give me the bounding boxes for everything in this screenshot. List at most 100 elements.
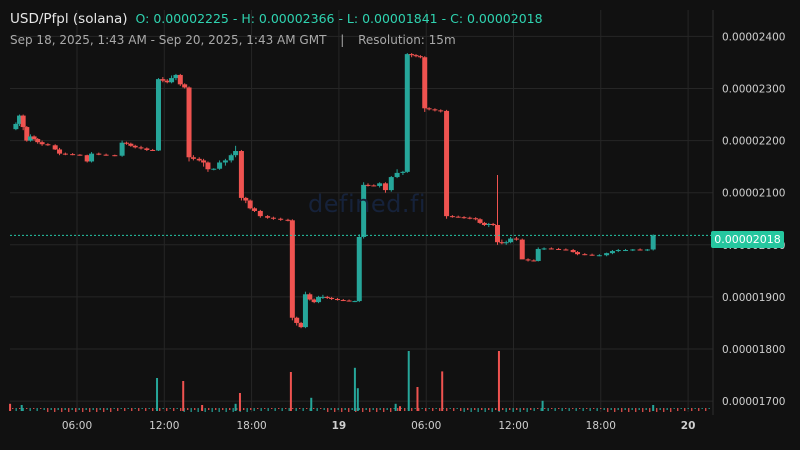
volume-bar [614, 408, 616, 412]
volume-bar [705, 408, 707, 411]
volume-bar [156, 378, 159, 411]
volume-bar [372, 408, 374, 410]
volume-bar [54, 408, 56, 412]
volume-bar [145, 408, 147, 411]
candle-body [252, 208, 258, 211]
candle-body [525, 259, 531, 261]
volume-bar [652, 405, 655, 411]
candle-body [582, 254, 588, 256]
chart-subtitle: Sep 18, 2025, 1:43 AM - Sep 20, 2025, 1:… [10, 33, 456, 47]
volume-bar [309, 408, 311, 411]
volume-bar [281, 408, 283, 411]
volume-bar [33, 408, 35, 409]
volume-bar [505, 408, 507, 412]
volume-bar [323, 408, 325, 410]
candle-body [307, 294, 313, 300]
volume-bar [411, 408, 413, 411]
volume-bar [541, 400, 544, 411]
volume-bar [390, 408, 392, 412]
y-tick-label: 0.00002100 [722, 188, 785, 200]
volume-bar [561, 408, 563, 411]
volume-bar [663, 408, 665, 412]
candle-body [604, 253, 610, 256]
volume-bar [152, 408, 154, 411]
candle-body [541, 248, 547, 250]
candle-body [563, 249, 569, 251]
volume-bar [288, 408, 290, 411]
candle-body [128, 143, 134, 146]
volume-bar [554, 408, 556, 411]
volume-bar [684, 408, 686, 411]
volume-bar [289, 372, 292, 411]
volume-bar [306, 408, 308, 409]
volume-bar [103, 408, 105, 412]
volume-bar [316, 408, 318, 411]
candle-body [316, 296, 322, 303]
volume-bar [593, 408, 595, 409]
candle-body [329, 297, 335, 299]
volume-bar [12, 408, 14, 409]
volume-bar [547, 408, 549, 411]
volume-bar [428, 408, 430, 409]
volume-bar [582, 408, 584, 411]
volume-bar [649, 408, 651, 412]
volume-bar [201, 405, 204, 411]
volume-bar [544, 408, 546, 409]
volume-bar [141, 408, 143, 409]
volume-bar [516, 408, 518, 410]
volume-bar [631, 408, 633, 410]
volume-bar [558, 408, 560, 409]
volume-bar [85, 408, 87, 410]
candle-body [609, 251, 615, 254]
candle-body [548, 248, 554, 250]
ohlc-values: O: 0.00002225 - H: 0.00002366 - L: 0.000… [135, 11, 543, 26]
volume-bar [19, 408, 21, 409]
candle-body [494, 225, 500, 243]
volume-bar [432, 408, 434, 411]
candle-body [222, 160, 228, 163]
candle-body [57, 149, 63, 154]
volume-bar [386, 408, 388, 410]
volume-bar [187, 408, 189, 410]
volume-bar [680, 408, 682, 409]
candle-body [508, 238, 514, 243]
volume-bar [579, 408, 581, 409]
candle-body [346, 300, 352, 302]
candle-body [247, 200, 253, 209]
volume-bar [15, 408, 17, 411]
volume-bar [488, 408, 490, 410]
y-tick-label: 0.00002400 [722, 31, 785, 43]
volume-bar [551, 408, 553, 409]
volume-bar [425, 408, 427, 411]
candle-body [52, 145, 58, 150]
candle-body [138, 147, 144, 149]
volume-bar [530, 408, 532, 410]
volume-bar [194, 408, 196, 410]
volume-bar [586, 408, 588, 409]
volume-bar [621, 408, 623, 412]
volume-bar [673, 408, 675, 409]
volume-bar [416, 387, 419, 411]
candle-body [644, 249, 650, 251]
volume-bar [225, 408, 227, 412]
candle-body [201, 160, 207, 163]
volume-bar [134, 408, 136, 409]
candle-body [455, 216, 461, 218]
candle-body [35, 139, 41, 143]
candle-body [302, 294, 308, 328]
volume-bar [453, 408, 455, 411]
volume-bar [512, 408, 514, 412]
volume-bar [330, 408, 332, 410]
volume-bar [540, 408, 542, 411]
volume-bar [470, 408, 472, 412]
candle-body [298, 322, 304, 328]
volume-bar [533, 408, 535, 411]
candle-body [481, 222, 487, 226]
volume-bar [197, 408, 199, 412]
candle-body [112, 155, 118, 157]
candle-body [160, 79, 166, 81]
volume-bar [334, 408, 336, 412]
volume-bar [50, 408, 52, 410]
candle-body [119, 142, 125, 156]
